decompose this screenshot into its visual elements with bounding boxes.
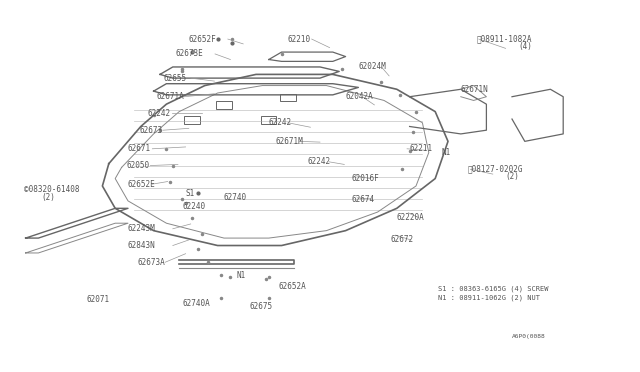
- Text: 62673: 62673: [140, 126, 163, 135]
- Text: 62071: 62071: [86, 295, 109, 304]
- Text: 62673E: 62673E: [176, 49, 204, 58]
- Text: 62655: 62655: [163, 74, 186, 83]
- Text: (2): (2): [42, 193, 56, 202]
- Text: 62671M: 62671M: [275, 137, 303, 146]
- Text: 62740: 62740: [224, 193, 247, 202]
- Text: A6P0(0088: A6P0(0088: [512, 334, 546, 339]
- Text: 62652E: 62652E: [128, 180, 156, 189]
- Text: 62652A: 62652A: [278, 282, 306, 291]
- Text: 62243M: 62243M: [128, 224, 156, 233]
- Text: 62242: 62242: [307, 157, 330, 166]
- Text: 62242: 62242: [147, 109, 170, 118]
- Text: 62672: 62672: [390, 235, 413, 244]
- Text: 62211: 62211: [410, 144, 433, 153]
- Text: N1: N1: [442, 148, 451, 157]
- Text: 62740A: 62740A: [182, 299, 210, 308]
- Text: N1 : 08911-1062G (2) NUT: N1 : 08911-1062G (2) NUT: [438, 294, 540, 301]
- Text: Ⓜ08911-1082A: Ⓜ08911-1082A: [477, 35, 532, 44]
- Text: 62671N: 62671N: [461, 85, 488, 94]
- Text: (2): (2): [506, 172, 520, 181]
- Text: 62050: 62050: [127, 161, 150, 170]
- Text: 62671: 62671: [128, 144, 151, 153]
- Text: S1 : 08363-6165G (4) SCREW: S1 : 08363-6165G (4) SCREW: [438, 285, 549, 292]
- Text: S1: S1: [186, 189, 195, 198]
- Text: 62024M: 62024M: [358, 62, 386, 71]
- Text: (4): (4): [518, 42, 532, 51]
- Text: 62675: 62675: [250, 302, 273, 311]
- Text: 62016F: 62016F: [352, 174, 380, 183]
- Text: N1: N1: [237, 271, 246, 280]
- Bar: [261, 116, 276, 124]
- Text: 62671A: 62671A: [157, 92, 184, 101]
- Text: 62242: 62242: [269, 118, 292, 127]
- Text: 62673A: 62673A: [138, 258, 165, 267]
- Bar: [216, 101, 232, 109]
- Text: 62652F: 62652F: [189, 35, 216, 44]
- Bar: [280, 94, 296, 101]
- Text: 62843N: 62843N: [128, 241, 156, 250]
- Text: 62210: 62210: [288, 35, 311, 44]
- Text: 62042A: 62042A: [346, 92, 373, 101]
- Text: 62674: 62674: [352, 195, 375, 203]
- Text: 62220A: 62220A: [397, 213, 424, 222]
- Text: ©08320-61408: ©08320-61408: [24, 185, 80, 194]
- Text: 62240: 62240: [182, 202, 205, 211]
- Text: ⒲08127-0202G: ⒲08127-0202G: [467, 165, 523, 174]
- Bar: [184, 116, 200, 124]
